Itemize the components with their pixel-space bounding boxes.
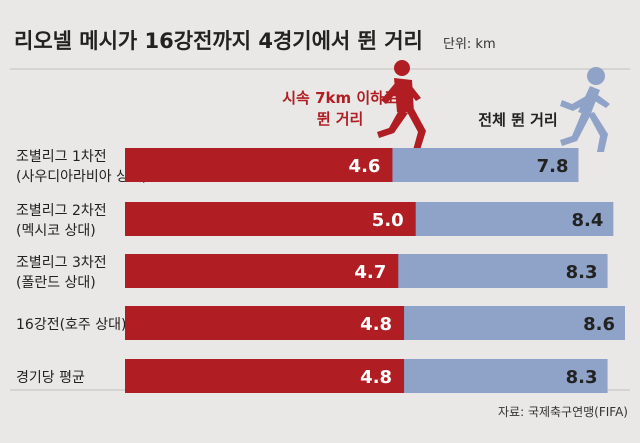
bar-low-speed — [125, 148, 393, 182]
category-label-line1: 조별리그 1차전 — [16, 149, 107, 165]
value-label-total: 8.3 — [566, 262, 598, 283]
value-label-low: 5.0 — [372, 210, 404, 231]
value-label-low: 4.8 — [360, 367, 392, 388]
legend-total: 전체 뛴 거리 — [478, 111, 557, 129]
value-label-total: 8.3 — [566, 367, 598, 388]
value-label-total: 7.8 — [537, 156, 569, 177]
unit-label: 단위: km — [443, 37, 496, 52]
bar-low-speed — [125, 306, 405, 340]
bar-low-speed — [125, 359, 405, 393]
category-label: 경기당 평균 — [16, 370, 85, 386]
value-label-low: 4.8 — [360, 314, 392, 335]
bar-low-speed — [125, 254, 399, 288]
category-label-line1: 조별리그 3차전 — [16, 255, 107, 271]
value-label-total: 8.6 — [583, 314, 615, 335]
category-label-line2: (멕시코 상대) — [16, 223, 96, 239]
category-label-line2: (사우디아라비아 상대) — [16, 169, 147, 185]
runner-blue-icon — [560, 67, 610, 152]
value-label-total: 8.4 — [571, 210, 603, 231]
legend-low-speed-line2: 뛴 거리 — [317, 110, 364, 128]
legend-low-speed-line1: 시속 7km 이하로 — [282, 89, 398, 107]
runner-red-icon — [377, 60, 426, 150]
category-label-line1: 조별리그 2차전 — [16, 203, 107, 219]
category-label-line2: (폴란드 상대) — [16, 275, 96, 291]
category-label: 16강전(호주 상대) — [16, 317, 126, 333]
value-label-low: 4.6 — [349, 156, 381, 177]
chart-title: 리오넬 메시가 16강전까지 4경기에서 뛴 거리 — [14, 29, 423, 53]
value-label-low: 4.7 — [354, 262, 386, 283]
source-label: 자료: 국제축구연맹(FIFA) — [498, 405, 628, 419]
bar-low-speed — [125, 202, 416, 236]
